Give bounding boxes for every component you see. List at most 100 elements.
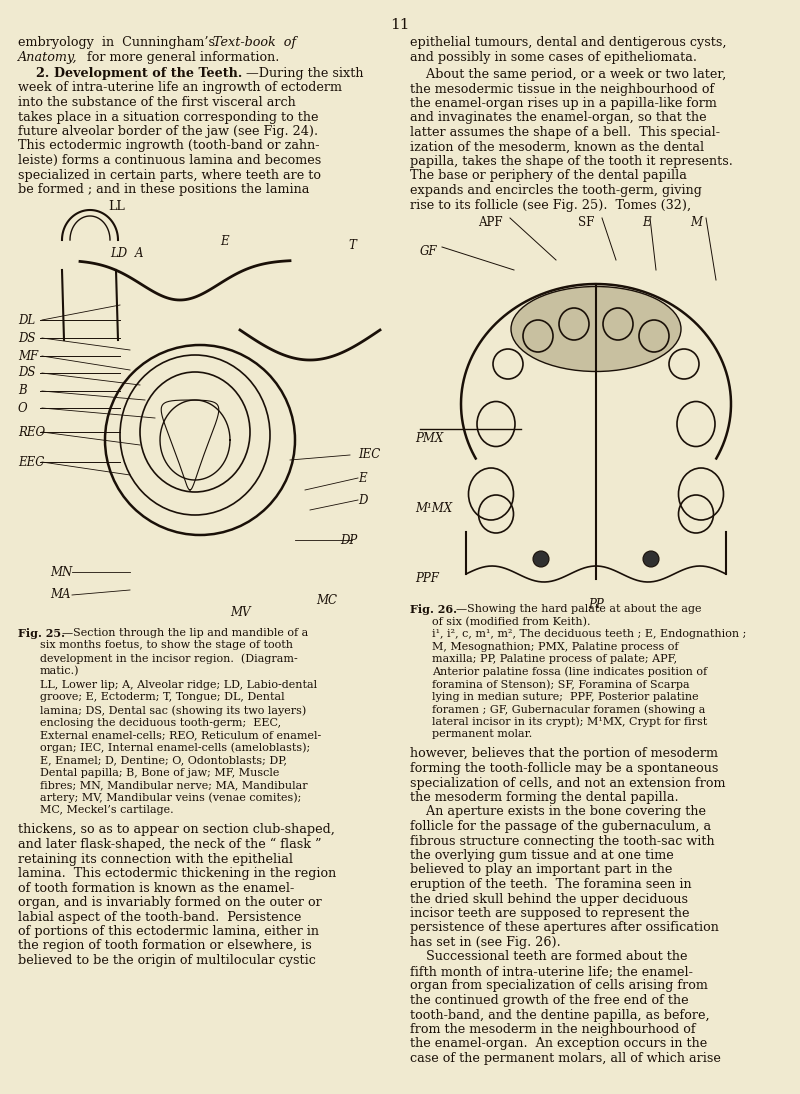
Text: from the mesoderm in the neighbourhood of: from the mesoderm in the neighbourhood o… (410, 1023, 696, 1036)
Text: Development of the Teeth.: Development of the Teeth. (54, 67, 242, 80)
Text: persistence of these apertures after ossification: persistence of these apertures after oss… (410, 921, 719, 934)
Text: the enamel-organ rises up in a papilla-like form: the enamel-organ rises up in a papilla-l… (410, 97, 717, 110)
Text: External enamel-cells; REO, Reticulum of enamel-: External enamel-cells; REO, Reticulum of… (40, 730, 322, 740)
Text: the continued growth of the free end of the: the continued growth of the free end of … (410, 994, 689, 1006)
Text: be formed ; and in these positions the lamina: be formed ; and in these positions the l… (18, 183, 310, 196)
Text: groove; E, Ectoderm; T, Tongue; DL, Dental: groove; E, Ectoderm; T, Tongue; DL, Dent… (40, 693, 285, 702)
Text: case of the permanent molars, all of which arise: case of the permanent molars, all of whi… (410, 1052, 721, 1064)
Circle shape (643, 551, 659, 567)
Text: lying in median suture;  PPF, Posterior palatine: lying in median suture; PPF, Posterior p… (432, 691, 698, 701)
Text: —Section through the lip and mandible of a: —Section through the lip and mandible of… (62, 628, 308, 638)
Text: retaining its connection with the epithelial: retaining its connection with the epithe… (18, 852, 293, 865)
Text: maxilla; PP, Palatine process of palate; APF,: maxilla; PP, Palatine process of palate;… (432, 654, 677, 664)
Text: MF: MF (18, 349, 38, 362)
Text: M, Mesognathion; PMX, Palatine process of: M, Mesognathion; PMX, Palatine process o… (432, 641, 678, 652)
Text: DS: DS (18, 331, 35, 345)
Text: E: E (220, 235, 229, 248)
Text: IEC: IEC (358, 449, 380, 462)
Text: Text-book  of: Text-book of (213, 36, 296, 49)
Text: organ from specialization of cells arising from: organ from specialization of cells arisi… (410, 979, 708, 992)
Text: foramina of Stenson); SF, Foramina of Scarpa: foramina of Stenson); SF, Foramina of Sc… (432, 679, 690, 689)
Text: forming the tooth-follicle may be a spontaneous: forming the tooth-follicle may be a spon… (410, 763, 718, 775)
Text: REO: REO (18, 426, 45, 439)
Text: E: E (358, 472, 366, 485)
Text: follicle for the passage of the gubernaculum, a: follicle for the passage of the gubernac… (410, 820, 711, 833)
Text: M¹MX: M¹MX (415, 502, 452, 515)
Text: MC, Meckel’s cartilage.: MC, Meckel’s cartilage. (40, 805, 174, 815)
Text: papilla, takes the shape of the tooth it represents.: papilla, takes the shape of the tooth it… (410, 155, 733, 168)
Text: MA: MA (50, 589, 70, 602)
Text: the region of tooth formation or elsewhere, is: the region of tooth formation or elsewhe… (18, 940, 312, 953)
Text: organ, and is invariably formed on the outer or: organ, and is invariably formed on the o… (18, 896, 322, 909)
Text: Dental papilla; B, Bone of jaw; MF, Muscle: Dental papilla; B, Bone of jaw; MF, Musc… (40, 768, 279, 778)
Text: APF: APF (478, 216, 502, 229)
Text: the mesoderm forming the dental papilla.: the mesoderm forming the dental papilla. (410, 791, 678, 804)
Text: SF: SF (578, 216, 594, 229)
Text: PMX: PMX (415, 432, 443, 445)
Text: labial aspect of the tooth-band.  Persistence: labial aspect of the tooth-band. Persist… (18, 910, 302, 923)
Text: development in the incisor region.  (Diagram-: development in the incisor region. (Diag… (40, 653, 298, 664)
Text: epithelial tumours, dental and dentigerous cysts,: epithelial tumours, dental and dentigero… (410, 36, 726, 49)
Text: and later flask-shaped, the neck of the “ flask ”: and later flask-shaped, the neck of the … (18, 838, 322, 851)
Text: and invaginates the enamel-organ, so that the: and invaginates the enamel-organ, so tha… (410, 112, 706, 125)
Text: specialized in certain parts, where teeth are to: specialized in certain parts, where teet… (18, 168, 321, 182)
Text: DS: DS (18, 366, 35, 380)
Text: for more general information.: for more general information. (83, 50, 279, 63)
Ellipse shape (511, 287, 681, 372)
Text: —Showing the hard palate at about the age: —Showing the hard palate at about the ag… (456, 604, 702, 614)
Text: PPF: PPF (415, 572, 439, 585)
Text: into the substance of the first visceral arch: into the substance of the first visceral… (18, 96, 296, 109)
Text: Anterior palatine fossa (line indicates position of: Anterior palatine fossa (line indicates … (432, 666, 707, 677)
Text: tooth-band, and the dentine papilla, as before,: tooth-band, and the dentine papilla, as … (410, 1009, 710, 1022)
Text: rise to its follicle (see Fig. 25).  Tomes (32),: rise to its follicle (see Fig. 25). Tome… (410, 198, 691, 211)
Text: fibrous structure connecting the tooth-sac with: fibrous structure connecting the tooth-s… (410, 835, 714, 848)
Text: Anatomy,: Anatomy, (18, 50, 78, 63)
Text: A: A (135, 247, 143, 260)
Text: LD: LD (110, 247, 127, 260)
Text: of tooth formation is known as the enamel-: of tooth formation is known as the ename… (18, 882, 294, 895)
Text: artery; MV, Mandibular veins (venae comites);: artery; MV, Mandibular veins (venae comi… (40, 792, 302, 803)
Text: eruption of the teeth.  The foramina seen in: eruption of the teeth. The foramina seen… (410, 878, 692, 891)
Text: matic.): matic.) (40, 665, 79, 676)
Text: Fig. 26.: Fig. 26. (410, 604, 457, 615)
Text: i¹, i², c, m¹, m², The deciduous teeth ; E, Endognathion ;: i¹, i², c, m¹, m², The deciduous teeth ;… (432, 629, 746, 639)
Text: 11: 11 (390, 18, 410, 32)
Text: the mesodermic tissue in the neighbourhood of: the mesodermic tissue in the neighbourho… (410, 82, 714, 95)
Text: An aperture exists in the bone covering the: An aperture exists in the bone covering … (410, 805, 706, 818)
Text: D: D (358, 493, 367, 507)
Text: thickens, so as to appear on section club-shaped,: thickens, so as to appear on section clu… (18, 824, 335, 837)
Text: week of intra-uterine life an ingrowth of ectoderm: week of intra-uterine life an ingrowth o… (18, 81, 342, 94)
Text: six months foetus, to show the stage of tooth: six months foetus, to show the stage of … (40, 640, 293, 651)
Text: Successional teeth are formed about the: Successional teeth are formed about the (410, 951, 687, 964)
Text: M: M (690, 216, 702, 229)
Text: —During the sixth: —During the sixth (246, 67, 363, 80)
Text: This ectodermic ingrowth (tooth-band or zahn-: This ectodermic ingrowth (tooth-band or … (18, 140, 319, 152)
Text: incisor teeth are supposed to represent the: incisor teeth are supposed to represent … (410, 907, 690, 920)
Text: T: T (348, 238, 356, 252)
Text: LL: LL (108, 199, 125, 212)
Text: lamina.  This ectodermic thickening in the region: lamina. This ectodermic thickening in th… (18, 868, 336, 880)
Text: lateral incisor in its crypt); M¹MX, Crypt for first: lateral incisor in its crypt); M¹MX, Cry… (432, 717, 707, 728)
Text: GF: GF (420, 245, 438, 258)
Text: the dried skull behind the upper deciduous: the dried skull behind the upper deciduo… (410, 893, 688, 906)
Text: 2.: 2. (18, 67, 54, 80)
Text: however, believes that the portion of mesoderm: however, believes that the portion of me… (410, 747, 718, 760)
Text: organ; IEC, Internal enamel-cells (ameloblasts);: organ; IEC, Internal enamel-cells (amelo… (40, 743, 310, 753)
Text: E: E (642, 216, 650, 229)
Text: specialization of cells, and not an extension from: specialization of cells, and not an exte… (410, 777, 726, 790)
Text: DP: DP (340, 534, 358, 547)
Text: E, Enamel; D, Dentine; O, Odontoblasts; DP,: E, Enamel; D, Dentine; O, Odontoblasts; … (40, 755, 287, 765)
Text: About the same period, or a week or two later,: About the same period, or a week or two … (410, 68, 726, 81)
Text: and possibly in some cases of epitheliomata.: and possibly in some cases of epitheliom… (410, 50, 697, 63)
Text: future alveolar border of the jaw (see Fig. 24).: future alveolar border of the jaw (see F… (18, 125, 318, 138)
Text: leiste) forms a continuous lamina and becomes: leiste) forms a continuous lamina and be… (18, 154, 322, 167)
Text: of portions of this ectodermic lamina, either in: of portions of this ectodermic lamina, e… (18, 926, 319, 938)
Text: expands and encircles the tooth-germ, giving: expands and encircles the tooth-germ, gi… (410, 184, 702, 197)
Text: B: B (18, 384, 26, 397)
Text: has set in (see Fig. 26).: has set in (see Fig. 26). (410, 936, 561, 948)
Bar (18, 208, 388, 620)
Text: takes place in a situation corresponding to the: takes place in a situation corresponding… (18, 110, 318, 124)
Text: The base or periphery of the dental papilla: The base or periphery of the dental papi… (410, 170, 687, 183)
Text: ization of the mesoderm, known as the dental: ization of the mesoderm, known as the de… (410, 140, 704, 153)
Text: MC: MC (316, 594, 337, 606)
